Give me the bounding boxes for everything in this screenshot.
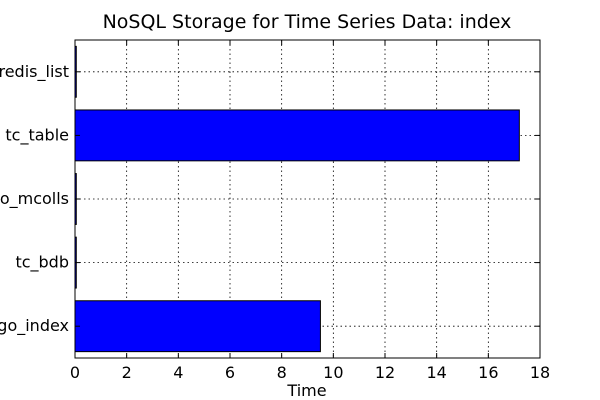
- ticks: 0 2 4 6 8 10 12 14 16 18 mongo_index tc_bdb mongo_mc…: [0, 40, 550, 382]
- chart-title: NoSQL Storage for Time Series Data: inde…: [103, 11, 512, 33]
- bars: [74, 45, 520, 353]
- y-tick-label: tc_bdb: [15, 253, 69, 273]
- y-tick-label: tc_table: [5, 125, 69, 145]
- x-tick-label: 4: [173, 363, 183, 382]
- bar-tc_table: [74, 109, 520, 162]
- x-tick-label: 16: [478, 363, 498, 382]
- x-tick-label: 14: [426, 363, 446, 382]
- bar-mongo_index: [74, 300, 321, 353]
- y-tick-label: mongo_index: [0, 316, 69, 336]
- x-tick-label: 10: [323, 363, 343, 382]
- x-tick-label: 8: [277, 363, 287, 382]
- x-tick-label: 6: [225, 363, 235, 382]
- x-axis-label: Time: [286, 381, 326, 400]
- x-tick-label: 18: [530, 363, 550, 382]
- y-tick-label: mongo_mcolls: [0, 189, 69, 209]
- x-tick-label: 12: [375, 363, 395, 382]
- y-tick-label: redis_list: [0, 62, 69, 82]
- x-tick-label: 2: [122, 363, 132, 382]
- x-tick-label: 0: [70, 363, 80, 382]
